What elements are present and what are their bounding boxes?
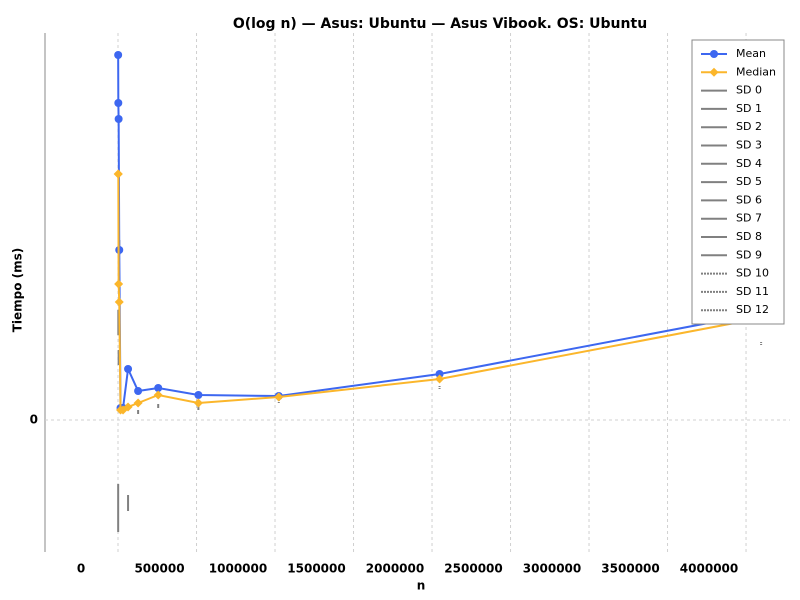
x-tick-label: 2500000 (444, 562, 502, 576)
legend-label: SD 9 (736, 248, 762, 261)
x-tick-label: 1500000 (287, 562, 345, 576)
point (114, 51, 123, 59)
legend-label: SD 7 (736, 212, 762, 225)
point (114, 115, 123, 123)
point (114, 297, 124, 307)
y-axis-title: Tiempo (ms) (11, 248, 25, 333)
x-tick-label: 3500000 (601, 562, 659, 576)
legend-marker (709, 67, 719, 77)
point (123, 402, 133, 412)
chart-title: O(log n) — Asus: Ubuntu — Asus Vibook. O… (233, 16, 647, 32)
y-tick-label: 0 (30, 413, 38, 427)
point (194, 391, 203, 399)
x-tick-label: 3000000 (523, 562, 581, 576)
legend-label: SD 4 (736, 157, 762, 170)
point (113, 169, 123, 179)
point (435, 370, 444, 378)
legend-label: SD 0 (736, 84, 762, 97)
x-axis-title: n (417, 579, 426, 593)
legend-label: SD 10 (736, 267, 769, 280)
legend-label: SD 5 (736, 175, 762, 188)
legend-label: SD 1 (736, 102, 762, 115)
point (435, 374, 445, 384)
point (133, 398, 143, 408)
point (114, 279, 124, 289)
point (114, 99, 123, 107)
point (193, 398, 203, 408)
legend-label: SD 3 (736, 139, 762, 152)
x-tick-label: 1000000 (209, 562, 267, 576)
legend-label: SD 8 (736, 230, 762, 243)
point (124, 365, 133, 373)
legend-marker (710, 50, 718, 58)
legend-label: Mean (736, 47, 766, 60)
point (154, 384, 163, 392)
legend-label: SD 2 (736, 120, 762, 133)
legend-label: Median (736, 65, 776, 78)
legend-label: SD 11 (736, 285, 769, 298)
point (274, 392, 284, 402)
legend-label: SD 12 (736, 303, 769, 316)
x-tick-label: 4000000 (680, 562, 738, 576)
legend: Mean Median SD 0 SD 1 SD 2 SD 3 SD 4 SD 5 SD 6 SD… (691, 39, 785, 325)
x-tick-label: 2000000 (366, 562, 424, 576)
x-tick-label: 500000 (134, 562, 184, 576)
point (153, 390, 163, 400)
legend-label: SD 6 (736, 193, 762, 206)
x-tick-label: 0 (77, 562, 85, 576)
point (134, 387, 143, 395)
